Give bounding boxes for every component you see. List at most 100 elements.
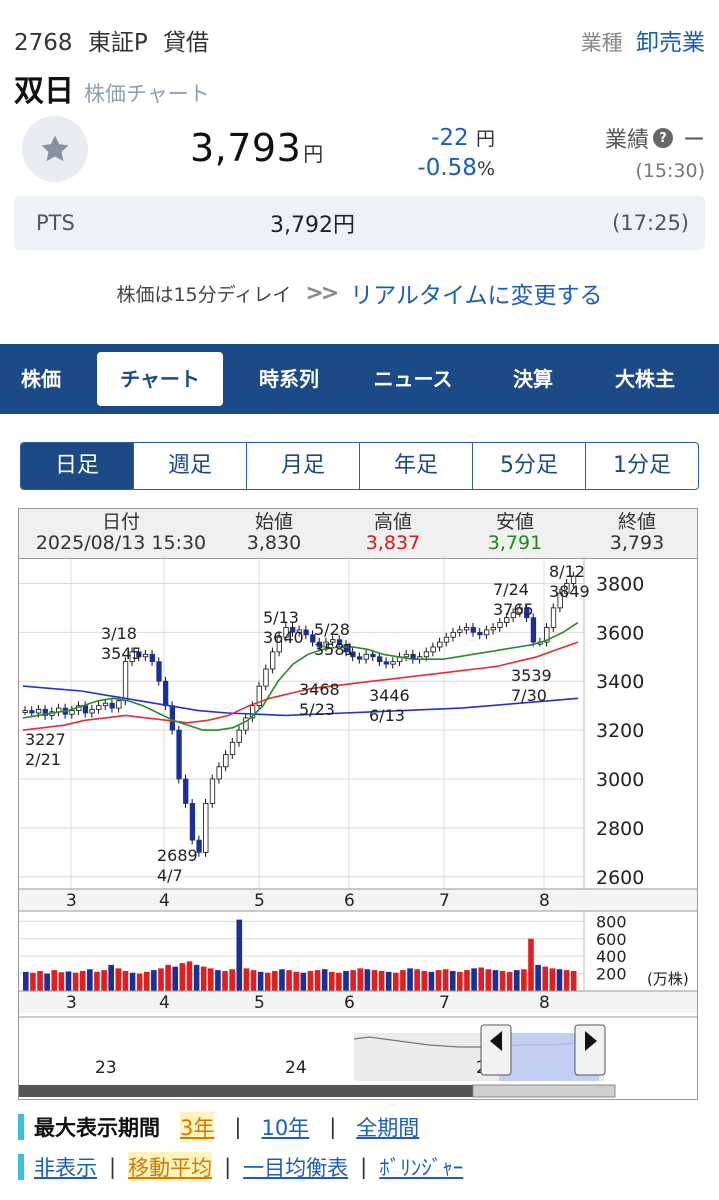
price-unit: 円 [303,142,324,166]
period-daily[interactable]: 日足 [21,443,133,489]
tab-shareholders[interactable]: 大株主 [615,367,675,391]
candle-body [96,705,102,710]
annotation-label: 3227 [25,730,66,749]
period-1min[interactable]: 1分足 [585,443,698,489]
volume-bar [172,966,179,991]
annotation-label: 7/24 [493,580,529,599]
volume-bar [513,970,520,991]
candle-body [383,661,389,665]
candle-body [203,803,209,853]
range-all[interactable]: 全期間 [356,1116,420,1140]
candle-body [149,653,155,663]
tab-news[interactable]: ニュース [373,367,453,391]
volume-bar [136,973,143,991]
navigator-right-handle[interactable] [574,1024,606,1076]
tab-stock-price[interactable]: 株価 [21,367,61,391]
volume-bar [336,972,342,991]
realtime-link[interactable]: リアルタイムに変更する [350,283,603,309]
volume-x-tick-label: 7 [439,993,450,1013]
separator: | [329,1115,337,1139]
period-monthly[interactable]: 月足 [246,443,359,489]
tab-chart[interactable]: チャート [97,352,223,406]
volume-bar [442,969,449,991]
x-tick-label: 6 [344,891,355,911]
period-5min[interactable]: 5分足 [472,443,585,489]
company-title: 双日 株価チャート [14,66,210,109]
annotation-label: 3849 [549,582,590,601]
volume-bar [499,970,506,991]
question-icon[interactable]: ? [652,128,673,148]
volume-bar [364,969,371,991]
candle-body [570,575,577,584]
pts-row: PTS 3,792円 (17:25) [14,196,705,250]
candle-body [390,661,396,665]
volume-bar [79,970,86,991]
tab-timeseries[interactable]: 時系列 [259,367,319,391]
change-percent: -0.58 [417,155,477,181]
industry-link[interactable]: 卸売業 [636,30,705,56]
candle-body [517,607,523,614]
candle-body [69,710,75,715]
indicator-hide[interactable]: 非表示 [34,1156,97,1180]
indicator-ichimoku[interactable]: 一目均衡表 [243,1156,349,1180]
page-subtitle: 株価チャート [84,82,210,106]
moving-average-mid [22,641,579,731]
chevron-right-icon [585,1031,597,1051]
y-tick-label: 3600 [596,622,644,644]
tab-financials[interactable]: 決算 [513,367,553,391]
navigator-left-handle[interactable] [480,1024,512,1076]
favorite-button[interactable] [22,116,88,182]
volume-bar [65,971,72,991]
volume-bar [343,970,349,991]
candle-body [209,778,216,804]
volume-bar [563,970,570,991]
y-tick-label: 3000 [596,769,644,791]
annotation-label: 3446 [369,686,410,705]
volume-bar [186,961,193,991]
volume-bar [542,966,549,991]
y-tick-label: 2600 [596,867,644,889]
change-unit: 円 [475,128,495,150]
annotation-label: 3539 [511,666,552,685]
industry: 業種 卸売業 [581,23,705,57]
candle-body [216,766,222,780]
volume-tick-label: 200 [596,965,627,984]
candle-body [524,607,530,619]
volume-bar [179,963,186,991]
volume-bar [314,970,321,991]
current-price: 3,793 円 [190,126,323,170]
section-marker [18,1154,24,1180]
volume-bar [528,938,534,991]
volume-x-tick-label: 3 [66,993,77,1013]
volume-bar [44,973,50,991]
indicator-moving-average[interactable]: 移動平均 [128,1152,213,1182]
candle-body [530,617,537,643]
indicator-options: 非表示 | 移動平均 | 一目均衡表 | ﾎﾞﾘﾝｼﾞｬｰ [18,1152,463,1182]
candle-body [443,636,450,643]
annotation-label: 3/18 [101,624,137,643]
volume-bar [307,970,314,991]
star-icon [41,135,69,162]
price-value: 3,793 [190,126,302,170]
period-yearly[interactable]: 年足 [359,443,472,489]
volume-bar [457,971,463,991]
pts-price: 3,792円 [270,213,355,238]
low-value: 3,791 [487,532,543,554]
range-10y[interactable]: 10年 [261,1116,310,1140]
candle-body [142,653,149,658]
range-3y[interactable]: 3年 [180,1112,215,1142]
volume-bar [23,971,29,991]
navigator-scroll-thumb[interactable] [472,1084,616,1098]
volume-bar [293,971,299,991]
margin-label: 貸借 [163,30,210,56]
candle-body [109,702,115,709]
indicator-bollinger[interactable]: ﾎﾞﾘﾝｼﾞｬｰ [379,1156,464,1180]
volume-bar [492,970,499,991]
period-weekly[interactable]: 週足 [133,443,246,489]
y-tick-label: 3800 [596,573,644,595]
candle-body [22,710,28,713]
candle-body [490,627,496,631]
annotation-label: 2/21 [25,750,61,769]
candle-body [363,653,369,660]
